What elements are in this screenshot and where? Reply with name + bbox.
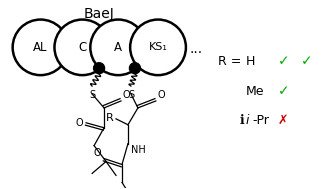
Text: NH: NH (131, 145, 146, 155)
Text: -Pr: -Pr (253, 114, 269, 127)
Text: S: S (89, 90, 95, 100)
Text: ✓: ✓ (277, 84, 289, 98)
Text: O: O (76, 118, 83, 128)
Text: R =: R = (218, 55, 245, 68)
Text: ✗: ✗ (277, 114, 288, 127)
Circle shape (94, 63, 105, 74)
Text: Me: Me (246, 84, 264, 98)
Circle shape (130, 63, 141, 74)
Circle shape (90, 19, 146, 75)
Text: O: O (158, 90, 166, 100)
Circle shape (130, 19, 186, 75)
Text: A: A (114, 41, 122, 54)
Text: ✓: ✓ (300, 54, 312, 68)
Text: BaeJ: BaeJ (84, 7, 115, 21)
Text: AL: AL (33, 41, 48, 54)
Circle shape (13, 19, 68, 75)
Text: KS₁: KS₁ (149, 42, 167, 52)
Text: ...: ... (190, 42, 203, 56)
Text: C: C (78, 41, 87, 54)
Text: O: O (94, 148, 101, 158)
Text: S: S (128, 90, 134, 100)
Text: ✓: ✓ (277, 54, 289, 68)
Text: R: R (106, 113, 114, 123)
Text: i: i (246, 114, 249, 127)
Text: ℹ: ℹ (240, 114, 244, 127)
Text: O: O (123, 90, 131, 100)
Circle shape (55, 19, 110, 75)
Text: H: H (246, 55, 255, 68)
